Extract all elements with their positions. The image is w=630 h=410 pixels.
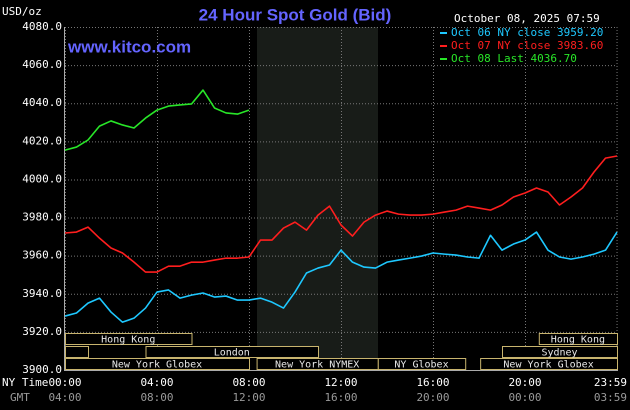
session-box <box>65 358 250 370</box>
legend-label: Oct 07 NY close 3983.60 <box>451 39 603 52</box>
x2-tick-label: 20:00 <box>416 391 449 404</box>
x2-tick-label: 00:00 <box>508 391 541 404</box>
session-label: New York Globex <box>112 360 202 371</box>
y-tick-label: 4080.0 <box>22 20 62 33</box>
x2-tick-label: 16:00 <box>324 391 357 404</box>
session-box <box>65 333 193 345</box>
x-tick-label: 08:00 <box>232 376 265 389</box>
session-label: Sydney <box>541 348 577 359</box>
series-line <box>64 89 250 151</box>
y-tick-label: 3920.0 <box>22 325 62 338</box>
y-tick-label: 4060.0 <box>22 58 62 71</box>
x-tick-label: 12:00 <box>324 376 357 389</box>
site-label: www.kitco.com <box>67 37 191 56</box>
grid <box>65 27 618 371</box>
x-tick-label: 16:00 <box>416 376 449 389</box>
session-box <box>145 346 319 358</box>
series-line <box>64 231 618 323</box>
session-label: NY Globex <box>394 360 448 371</box>
y-tick-label: 3940.0 <box>22 287 62 300</box>
session-label: New York NYMEX <box>275 360 359 371</box>
session-box <box>502 346 618 358</box>
x-axis-label: NY Time <box>2 376 48 389</box>
legend-label: Oct 08 Last 4036.70 <box>451 52 577 65</box>
session-label: Hong Kong <box>101 335 155 346</box>
series-line <box>64 155 618 273</box>
x-tick-label: 23:59 <box>594 376 627 389</box>
x2-tick-label: 08:00 <box>140 391 173 404</box>
x2-tick-label: 03:59 <box>594 391 627 404</box>
x-tick-label: 00:00 <box>48 376 81 389</box>
y-tick-label: 4020.0 <box>22 134 62 147</box>
session-box <box>65 346 89 358</box>
x-tick-label: 20:00 <box>508 376 541 389</box>
session-box <box>480 358 618 370</box>
y-tick-label: 4000.0 <box>22 172 62 185</box>
x2-tick-label: 04:00 <box>48 391 81 404</box>
y-axis-label: USD/oz <box>2 5 42 18</box>
session-label: New York Globex <box>503 360 593 371</box>
y-tick-label: 3900.0 <box>22 363 62 376</box>
chart-title: 24 Hour Spot Gold (Bid) <box>199 5 392 24</box>
x2-tick-label: 12:00 <box>232 391 265 404</box>
session-label: London <box>214 348 250 359</box>
y-tick-label: 3980.0 <box>22 211 62 224</box>
session-box <box>538 333 618 345</box>
x-tick-label: 04:00 <box>140 376 173 389</box>
y-tick-label: 3960.0 <box>22 249 62 262</box>
session-box <box>377 358 467 370</box>
trading-shade <box>257 27 378 370</box>
x2-axis-label: GMT <box>10 391 30 404</box>
lines <box>64 89 618 323</box>
session-label: Hong Kong <box>551 335 605 346</box>
legend-label: Oct 06 NY close 3959.20 <box>451 26 603 39</box>
y-tick-label: 4040.0 <box>22 96 62 109</box>
timestamp: October 08, 2025 07:59 <box>454 12 600 25</box>
